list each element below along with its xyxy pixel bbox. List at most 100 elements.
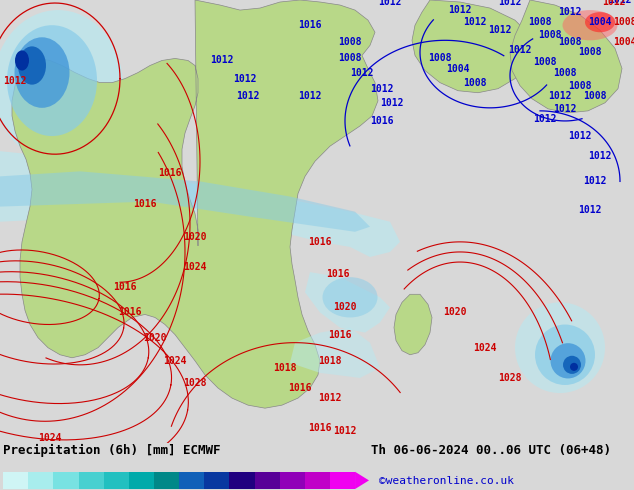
Bar: [104, 472, 129, 489]
Text: 1016: 1016: [308, 237, 332, 247]
Text: 1016: 1016: [288, 383, 312, 393]
Text: Th 06-06-2024 00..06 UTC (06+48): Th 06-06-2024 00..06 UTC (06+48): [371, 444, 611, 457]
Text: 1024: 1024: [473, 343, 497, 353]
Text: 1016: 1016: [113, 282, 137, 292]
Text: 1004: 1004: [588, 17, 612, 27]
Text: 1018: 1018: [273, 363, 297, 373]
Ellipse shape: [0, 10, 123, 161]
Bar: [330, 472, 355, 489]
Text: 1012: 1012: [333, 426, 357, 437]
Bar: [179, 472, 204, 489]
Text: 1012: 1012: [233, 74, 257, 84]
Polygon shape: [394, 294, 432, 355]
Ellipse shape: [570, 363, 578, 371]
Text: 1004: 1004: [446, 64, 470, 74]
Text: 1016: 1016: [370, 116, 394, 126]
Text: 1028: 1028: [183, 378, 207, 388]
Bar: [204, 472, 230, 489]
Bar: [129, 472, 154, 489]
Ellipse shape: [15, 37, 70, 108]
Bar: [154, 472, 179, 489]
Text: 1012: 1012: [548, 91, 572, 101]
Ellipse shape: [323, 277, 377, 318]
Text: 1012: 1012: [568, 131, 592, 141]
Text: 1004: 1004: [613, 37, 634, 48]
Text: 1020: 1020: [443, 307, 467, 318]
Text: 1012: 1012: [588, 151, 612, 161]
Text: 1012: 1012: [370, 84, 394, 94]
Text: 1012: 1012: [488, 25, 512, 35]
Polygon shape: [0, 151, 400, 257]
Text: 1012: 1012: [378, 0, 402, 7]
Bar: [305, 472, 330, 489]
Text: 1016: 1016: [158, 169, 182, 178]
Text: 1012: 1012: [533, 114, 557, 124]
Text: 1012: 1012: [3, 75, 27, 86]
Polygon shape: [355, 472, 369, 489]
Ellipse shape: [562, 10, 618, 40]
Bar: [29, 472, 53, 489]
Text: 1008: 1008: [559, 37, 582, 48]
Text: 1016: 1016: [133, 198, 157, 209]
Bar: [53, 472, 79, 489]
Text: 1008: 1008: [339, 53, 362, 63]
Text: Precipitation (6h) [mm] ECMWF: Precipitation (6h) [mm] ECMWF: [3, 444, 221, 458]
Text: 1016: 1016: [298, 20, 321, 30]
Text: 1008: 1008: [339, 37, 362, 48]
Ellipse shape: [15, 50, 29, 71]
Text: 1012: 1012: [448, 5, 472, 15]
Text: 1008: 1008: [578, 48, 602, 57]
Ellipse shape: [585, 12, 615, 32]
Polygon shape: [305, 272, 390, 333]
Bar: [280, 472, 305, 489]
Text: 1012: 1012: [318, 393, 342, 403]
Text: 1012: 1012: [508, 46, 532, 55]
Polygon shape: [290, 327, 380, 378]
Bar: [230, 472, 254, 489]
Polygon shape: [510, 0, 622, 113]
Text: 1024: 1024: [38, 434, 61, 443]
Text: 1012: 1012: [583, 176, 607, 186]
Ellipse shape: [515, 302, 605, 393]
Text: 1008: 1008: [533, 57, 557, 68]
Text: 1008: 1008: [583, 91, 607, 101]
Text: 1012: 1012: [498, 0, 522, 7]
Text: ©weatheronline.co.uk: ©weatheronline.co.uk: [379, 476, 514, 486]
Ellipse shape: [563, 356, 581, 374]
Text: 1024: 1024: [163, 356, 187, 366]
Text: 1016: 1016: [327, 269, 350, 279]
Text: 1008: 1008: [428, 53, 452, 63]
Text: 1016: 1016: [119, 307, 142, 318]
Text: 1008: 1008: [553, 68, 577, 77]
Text: 1020: 1020: [333, 302, 357, 313]
Text: 1008: 1008: [528, 17, 552, 27]
Text: 1012: 1012: [559, 7, 582, 17]
Text: 1012: 1012: [350, 68, 374, 77]
Text: 1012: 1012: [210, 55, 234, 66]
Text: 1012: 1012: [236, 91, 260, 101]
Ellipse shape: [7, 25, 97, 136]
Text: 1028: 1028: [498, 373, 522, 383]
Text: 1012: 1012: [578, 205, 602, 215]
Text: 1012: 1012: [380, 98, 404, 108]
Text: 1012: 1012: [463, 17, 487, 27]
Text: 1018: 1018: [318, 356, 342, 366]
Polygon shape: [412, 0, 535, 93]
Ellipse shape: [18, 47, 46, 85]
Text: 1012: 1012: [608, 0, 631, 5]
Text: 1016: 1016: [308, 423, 332, 433]
Text: 1012: 1012: [298, 91, 321, 101]
Text: 1024: 1024: [183, 262, 207, 272]
Text: 1012: 1012: [553, 104, 577, 114]
Text: 1008: 1008: [613, 17, 634, 27]
Text: 1020: 1020: [183, 232, 207, 242]
Text: 1008: 1008: [538, 30, 562, 40]
Polygon shape: [0, 172, 370, 232]
Bar: [254, 472, 280, 489]
Polygon shape: [12, 0, 378, 408]
Bar: [3, 472, 29, 489]
Text: 1008: 1008: [568, 81, 592, 91]
Ellipse shape: [550, 343, 586, 378]
Text: 1008: 1008: [463, 77, 487, 88]
Text: 1016: 1016: [328, 330, 352, 340]
